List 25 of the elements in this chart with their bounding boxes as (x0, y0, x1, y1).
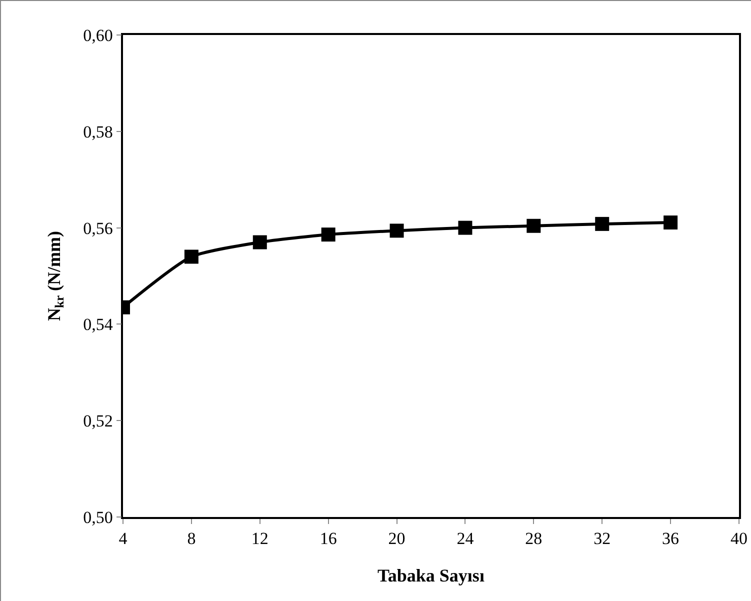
y-tick-label: 0,60 (83, 26, 113, 45)
x-tick-label: 16 (320, 529, 337, 548)
x-axis-title: Tabaka Sayısı (378, 566, 484, 586)
y-tick-label: 0,56 (83, 218, 113, 238)
point (184, 250, 198, 264)
point (390, 224, 404, 238)
x-tick-label: 8 (187, 529, 196, 548)
y-tick-label: 0,50 (83, 508, 113, 527)
x-tick-label: 36 (662, 529, 680, 548)
y-tick-label: 0,54 (83, 315, 114, 334)
point (458, 220, 472, 235)
point (664, 216, 678, 230)
x-tick-label: 32 (594, 529, 611, 548)
x-tick-label: 4 (118, 529, 128, 548)
x-tick-label: 24 (456, 529, 474, 548)
point (252, 235, 267, 250)
point (595, 216, 610, 231)
x-tick-label: 40 (730, 529, 748, 548)
point (321, 228, 336, 242)
y-tick-label: 0,58 (83, 122, 113, 142)
x-tick-label: 20 (388, 529, 406, 548)
point (526, 218, 541, 233)
x-tick-label: 28 (525, 529, 542, 548)
y-tick-label: 0,52 (83, 412, 113, 431)
x-tick-label: 12 (251, 529, 268, 548)
